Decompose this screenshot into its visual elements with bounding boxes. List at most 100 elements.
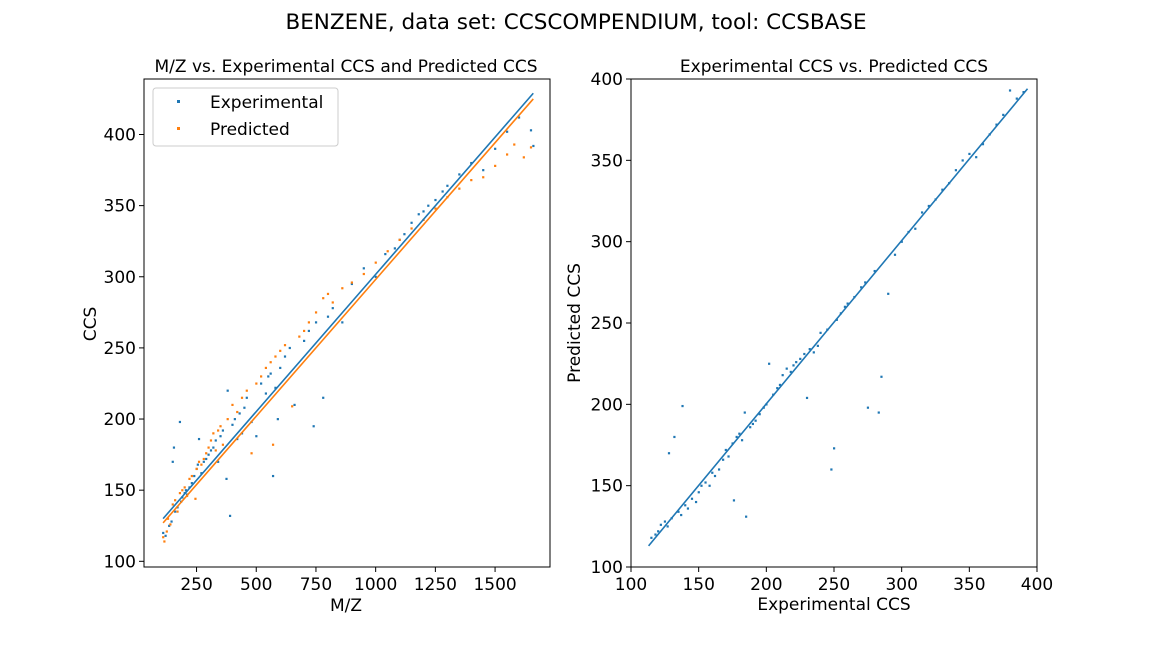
left-point-predicted	[506, 153, 509, 156]
right-point-series	[667, 452, 671, 455]
left-point-predicted	[350, 281, 353, 284]
left-point-experimental	[271, 474, 275, 478]
left-point-experimental	[184, 489, 187, 492]
left-point-predicted	[240, 396, 244, 399]
right-x-tick-label: 350	[953, 575, 985, 595]
right-point-series	[812, 351, 815, 354]
left-point-experimental	[168, 524, 171, 527]
left-point-predicted	[202, 457, 205, 461]
left-x-tick-label: 500	[240, 575, 272, 595]
left-point-experimental	[209, 449, 213, 452]
right-point-series	[975, 156, 978, 159]
right-point-series	[789, 370, 792, 373]
right-point-series	[920, 211, 924, 214]
right-point-series	[880, 375, 883, 378]
left-x-tick-label: 1250	[414, 575, 457, 595]
left-point-experimental	[307, 329, 310, 333]
right-point-series	[803, 352, 806, 356]
right-point-series	[846, 302, 849, 305]
right-point-series	[684, 504, 687, 507]
left-point-experimental	[482, 169, 485, 172]
left-fit-line-experimental	[162, 92, 534, 520]
left-point-experimental	[441, 190, 444, 193]
right-chart: Experimental CCS vs. Predicted CCS 100 15…	[565, 57, 1053, 615]
left-point-experimental	[264, 392, 267, 395]
right-point-series	[808, 348, 811, 351]
right-point-series	[941, 188, 944, 191]
left-point-experimental	[427, 204, 430, 207]
left-point-predicted	[178, 492, 182, 495]
right-point-series	[887, 292, 890, 295]
right-x-tick-label: 400	[1021, 575, 1053, 595]
left-y-tick-label: 300	[104, 268, 136, 288]
right-point-series	[799, 357, 802, 360]
right-x-tick-label: 150	[682, 575, 714, 595]
right-x-axis-label: Experimental CCS	[757, 595, 910, 615]
right-point-series	[860, 286, 863, 289]
left-point-predicted	[188, 477, 191, 480]
left-point-predicted	[195, 467, 198, 471]
left-point-predicted	[271, 443, 275, 446]
left-point-predicted	[255, 382, 258, 385]
left-point-experimental	[162, 531, 165, 535]
left-point-experimental	[384, 252, 387, 256]
left-point-experimental	[341, 321, 344, 324]
right-y-axis-label: Predicted CCS	[565, 263, 585, 383]
left-x-axis-label: M/Z	[330, 596, 362, 616]
right-point-series	[680, 513, 683, 517]
left-point-predicted	[197, 460, 201, 463]
right-y-tick-label: 350	[591, 151, 623, 171]
left-point-predicted	[458, 187, 461, 190]
left-point-experimental	[212, 446, 215, 449]
left-point-predicted	[250, 452, 253, 455]
left-point-experimental	[193, 474, 196, 478]
left-point-predicted	[374, 261, 377, 264]
left-point-experimental	[231, 423, 234, 426]
left-x-tick-label: 250	[180, 575, 212, 595]
left-axes-frame	[143, 78, 551, 568]
left-point-experimental	[331, 307, 334, 310]
right-y-tick-label: 400	[591, 70, 623, 90]
left-point-experimental	[255, 435, 258, 438]
left-point-predicted	[434, 207, 437, 210]
right-point-series	[735, 435, 738, 439]
left-point-predicted	[326, 292, 330, 296]
left-point-experimental	[529, 129, 533, 132]
left-chart-title: M/Z vs. Experimental CCS and Predicted C…	[155, 57, 538, 77]
left-point-predicted	[362, 272, 365, 276]
left-point-predicted	[231, 403, 234, 407]
right-point-series	[805, 396, 809, 400]
left-point-experimental	[458, 173, 461, 176]
right-point-series	[666, 525, 669, 528]
right-point-series	[1002, 113, 1005, 116]
right-point-series	[708, 484, 711, 487]
right-point-series	[724, 448, 727, 452]
left-point-experimental	[494, 147, 497, 150]
right-fit-line-series	[647, 88, 1029, 547]
right-point-series	[657, 530, 660, 533]
left-point-predicted	[169, 523, 172, 526]
left-point-experimental	[393, 247, 396, 250]
left-point-predicted	[279, 349, 282, 352]
left-point-experimental	[410, 221, 413, 224]
left-point-predicted	[307, 321, 310, 324]
legend: Experimental Predicted	[152, 87, 339, 147]
legend-label-experimental: Experimental	[210, 93, 323, 113]
right-point-series	[717, 468, 721, 471]
right-point-series	[914, 227, 917, 230]
left-point-predicted	[513, 143, 516, 146]
right-point-series	[927, 204, 930, 208]
left-point-predicted	[283, 344, 287, 347]
right-x-tick-label: 300	[885, 575, 917, 595]
left-point-experimental	[170, 520, 173, 523]
right-point-series	[751, 422, 754, 426]
left-point-experimental	[205, 457, 208, 461]
right-point-series	[700, 484, 703, 487]
right-point-series	[694, 500, 698, 504]
left-y-tick-label: 400	[104, 125, 136, 145]
left-point-experimental	[403, 233, 406, 236]
left-point-predicted	[207, 446, 210, 449]
left-point-predicted	[236, 410, 239, 414]
left-point-experimental	[417, 213, 420, 216]
